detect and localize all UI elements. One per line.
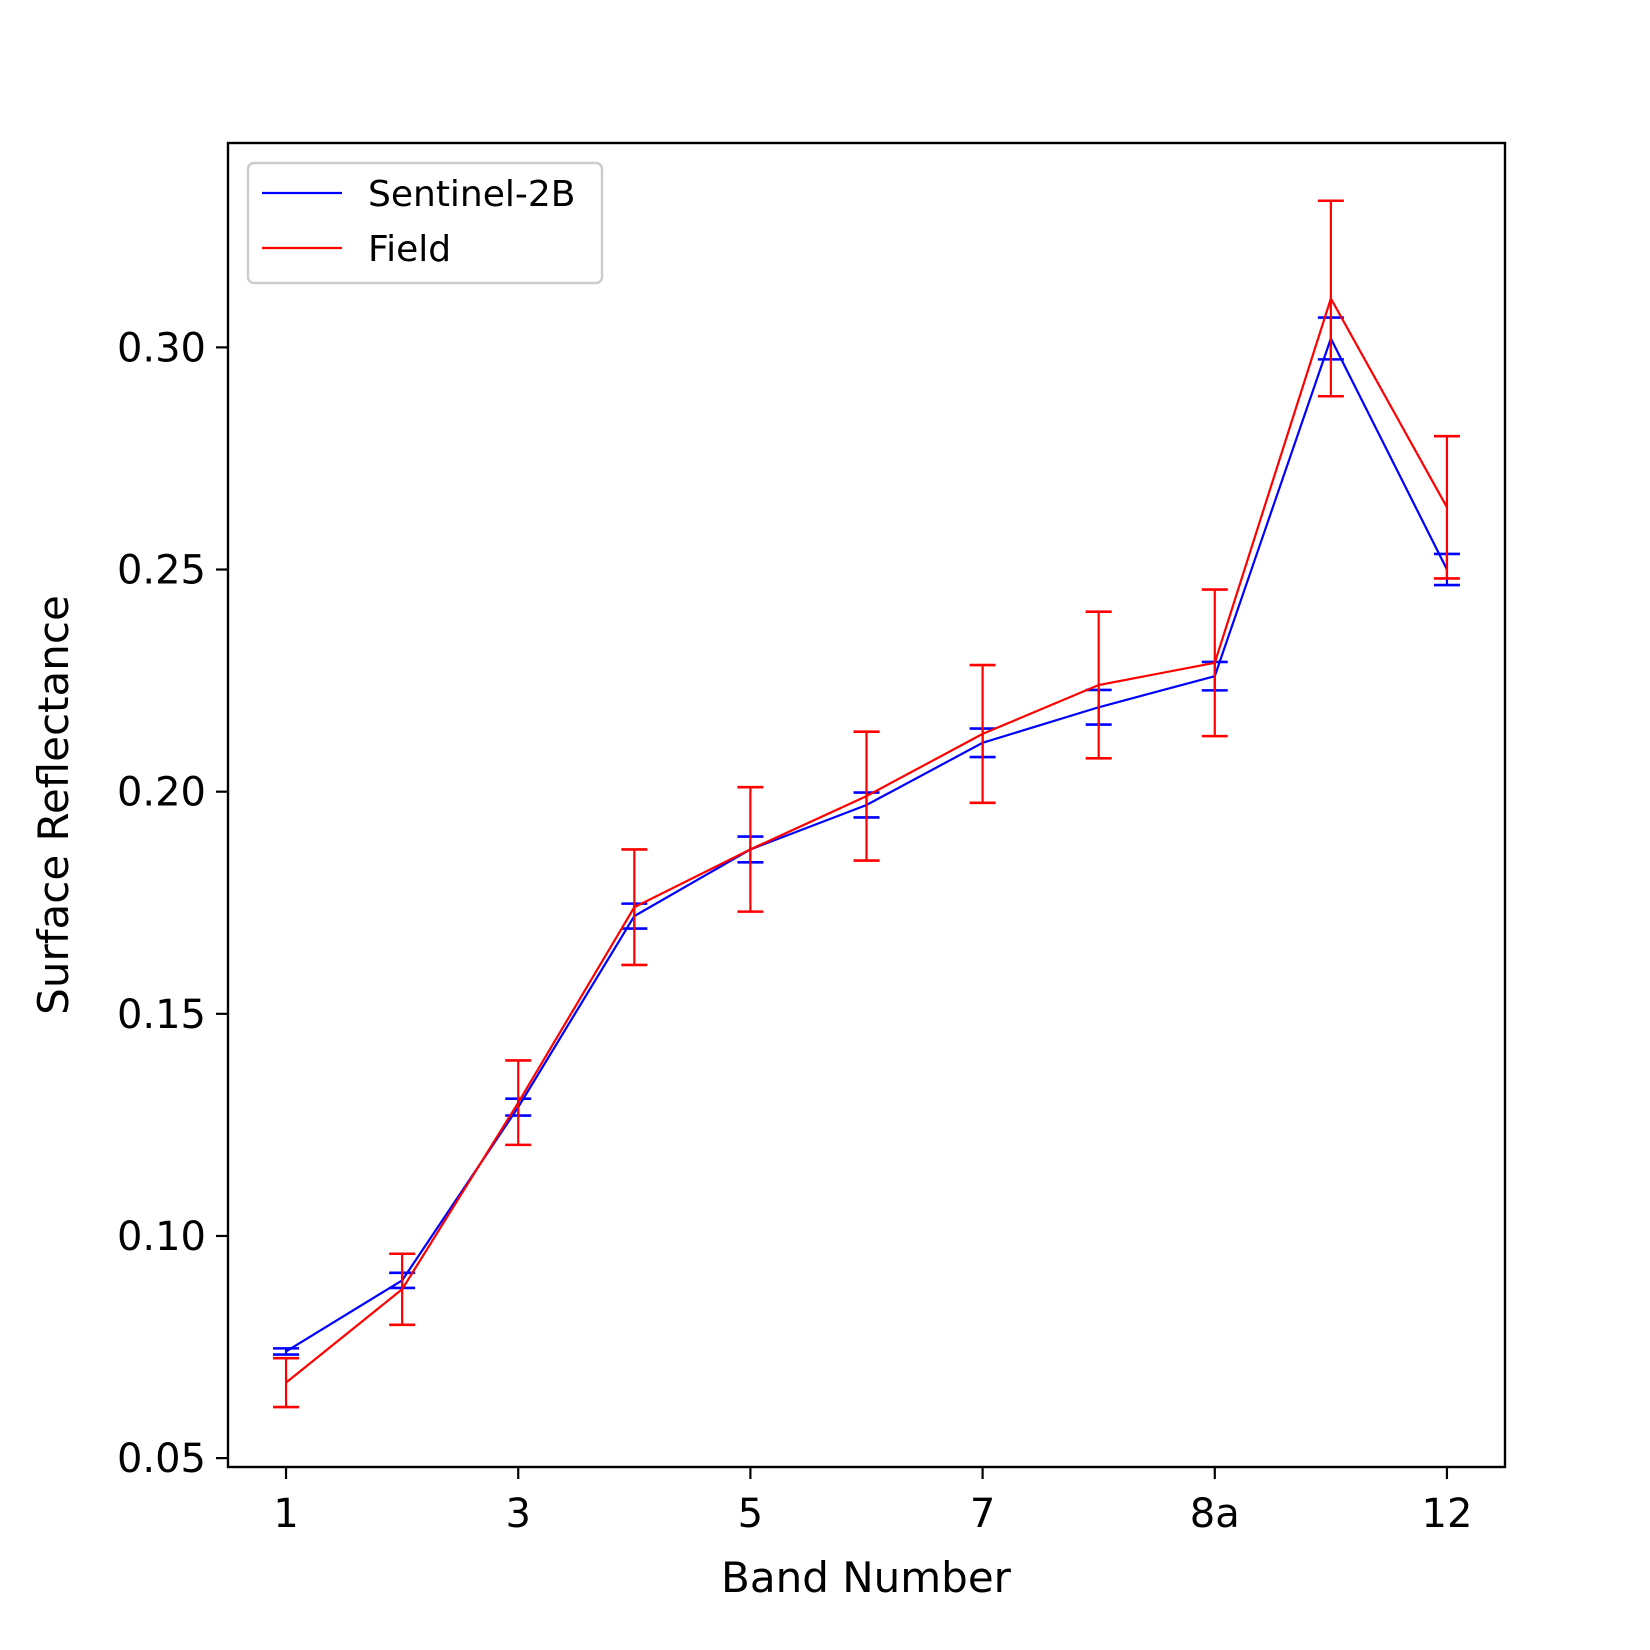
error-bar bbox=[1085, 610, 1112, 760]
error-bar bbox=[737, 785, 764, 913]
x-tick-label: 7 bbox=[970, 1491, 995, 1537]
y-tick-label: 0.30 bbox=[117, 325, 206, 371]
error-bar bbox=[389, 1252, 416, 1327]
y-tick-label: 0.15 bbox=[117, 992, 206, 1038]
legend-label-sentinel-2b: Sentinel-2B bbox=[368, 174, 576, 215]
x-tick-label: 8a bbox=[1190, 1491, 1240, 1537]
error-bar bbox=[1317, 199, 1344, 398]
x-tick-label: 3 bbox=[506, 1491, 531, 1537]
x-tick-label: 12 bbox=[1422, 1491, 1473, 1537]
error-bar bbox=[969, 663, 996, 805]
error-bar bbox=[1201, 588, 1228, 738]
error-bar bbox=[1433, 434, 1460, 580]
y-axis-label: Surface Reflectance bbox=[29, 595, 78, 1015]
x-axis: 1 3 5 7 8a 12 bbox=[273, 1467, 1472, 1537]
error-bar bbox=[273, 1356, 300, 1409]
legend: Sentinel-2B Field bbox=[246, 161, 604, 285]
plot-frame bbox=[226, 141, 1507, 1469]
legend-label-field: Field bbox=[368, 229, 451, 270]
series-layer bbox=[273, 199, 1460, 1409]
y-tick-label: 0.05 bbox=[117, 1436, 206, 1482]
error-bar bbox=[853, 730, 880, 862]
series-1 bbox=[273, 199, 1460, 1409]
y-axis: 0.05 0.10 0.15 0.20 0.25 0.30 bbox=[117, 325, 228, 1482]
error-bar bbox=[621, 848, 648, 967]
y-tick-label: 0.10 bbox=[117, 1214, 206, 1260]
error-bar bbox=[273, 1347, 300, 1356]
y-tick-label: 0.20 bbox=[117, 770, 206, 816]
x-tick-label: 5 bbox=[738, 1491, 763, 1537]
error-bar bbox=[505, 1059, 532, 1147]
y-tick-label: 0.25 bbox=[117, 548, 206, 594]
x-axis-label: Band Number bbox=[721, 1553, 1012, 1602]
x-tick-label: 1 bbox=[273, 1491, 298, 1537]
